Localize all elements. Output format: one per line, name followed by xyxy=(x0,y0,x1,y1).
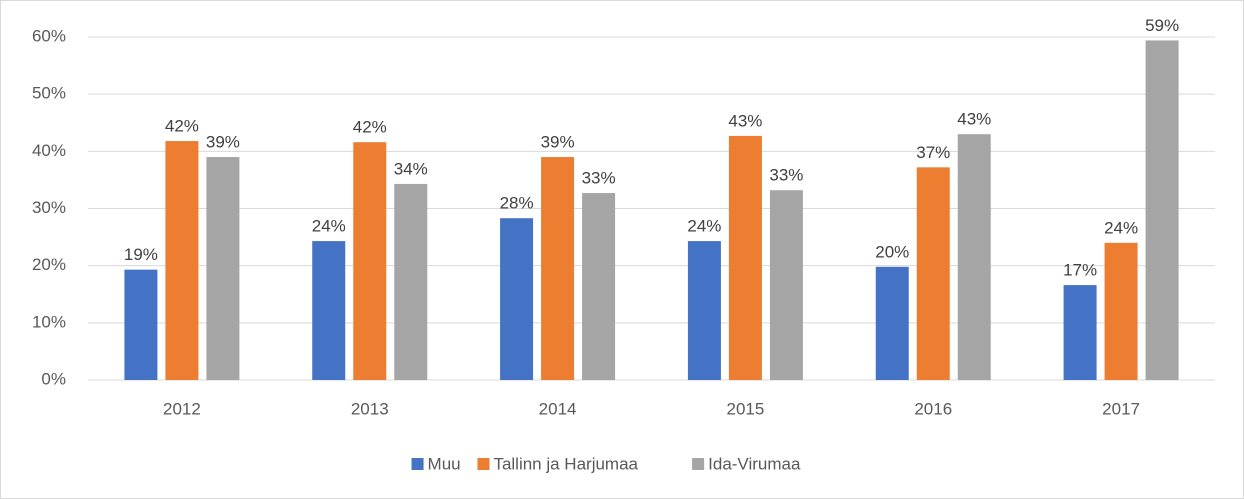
value-label: 42% xyxy=(165,117,199,136)
bar xyxy=(1145,40,1179,381)
value-label: 43% xyxy=(728,111,762,130)
value-label: 39% xyxy=(541,133,575,152)
value-label: 17% xyxy=(1063,261,1097,280)
bar xyxy=(687,241,721,380)
legend-swatch xyxy=(477,458,490,470)
value-label: 43% xyxy=(957,110,991,129)
value-label: 33% xyxy=(582,169,616,188)
bar xyxy=(500,218,534,380)
value-label: 59% xyxy=(1145,16,1179,35)
bar xyxy=(394,183,428,380)
bar xyxy=(769,190,803,380)
legend-label: Muu xyxy=(428,454,461,473)
value-label: 24% xyxy=(687,217,721,236)
y-tick-label: 40% xyxy=(32,141,66,160)
value-label: 34% xyxy=(394,159,428,178)
bar xyxy=(312,241,346,380)
legend-label: Ida-Virumaa xyxy=(708,454,801,473)
y-tick-label: 20% xyxy=(32,255,66,274)
value-label: 33% xyxy=(769,166,803,185)
x-tick-label: 2015 xyxy=(727,399,765,418)
y-tick-label: 50% xyxy=(32,84,66,103)
legend-label: Tallinn ja Harjumaa xyxy=(493,454,638,473)
y-tick-label: 30% xyxy=(32,198,66,217)
x-tick-label: 2012 xyxy=(163,399,201,418)
value-label: 19% xyxy=(124,245,158,264)
bar xyxy=(353,142,387,380)
bar xyxy=(957,134,991,380)
value-label: 24% xyxy=(1104,218,1138,237)
value-label: 24% xyxy=(312,217,346,236)
value-label: 20% xyxy=(875,242,909,261)
bar xyxy=(728,135,762,380)
x-tick-label: 2017 xyxy=(1102,399,1140,418)
bar xyxy=(165,141,199,380)
bar xyxy=(1063,285,1097,380)
value-label: 39% xyxy=(206,133,240,152)
y-tick-label: 10% xyxy=(32,312,66,331)
bar xyxy=(206,157,240,380)
y-tick-label: 0% xyxy=(41,369,66,388)
value-label: 28% xyxy=(500,194,534,213)
bar xyxy=(582,193,616,380)
bar xyxy=(916,167,950,380)
legend-swatch xyxy=(692,458,705,470)
bar xyxy=(875,266,909,380)
bar xyxy=(541,157,575,380)
value-label: 42% xyxy=(353,118,387,137)
x-tick-label: 2016 xyxy=(914,399,952,418)
x-tick-label: 2014 xyxy=(539,399,577,418)
x-tick-label: 2013 xyxy=(351,399,389,418)
bar xyxy=(124,269,158,380)
value-label: 37% xyxy=(916,143,950,162)
y-tick-label: 60% xyxy=(32,26,66,45)
bar xyxy=(1104,242,1138,380)
legend-swatch xyxy=(411,458,424,470)
